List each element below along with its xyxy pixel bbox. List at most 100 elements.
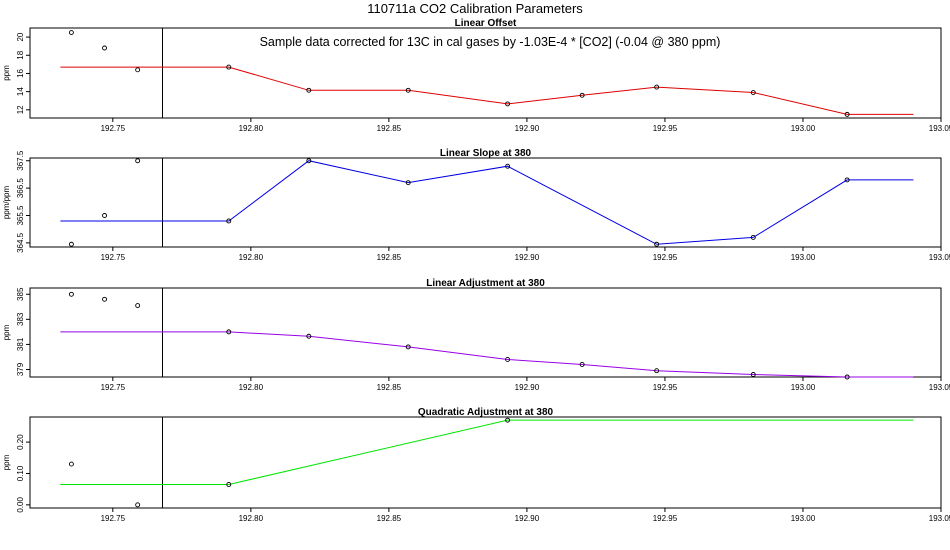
x-tick-label: 192.85: [377, 383, 402, 392]
cal-point: [135, 67, 141, 73]
data-point: [579, 92, 585, 98]
x-tick-label: 193.00: [791, 383, 816, 392]
y-tick-label: 20: [16, 32, 25, 41]
panel-title: Quadratic Adjustment at 380: [418, 407, 554, 418]
panel-4: Quadratic Adjustment at 380 192.75 192.80 1…: [2, 407, 950, 523]
x-tick-label: 192.90: [515, 253, 540, 262]
data-point: [844, 374, 850, 380]
x-tick-label: 193.05: [929, 383, 950, 392]
x-tick-label: 193.05: [929, 253, 950, 262]
cal-point: [102, 213, 107, 218]
y-tick-label: 365.5: [16, 205, 25, 226]
cal-point: [68, 241, 74, 247]
data-point: [405, 344, 411, 350]
figure-title: 110711a CO2 Calibration Parameters: [367, 1, 583, 16]
data-point: [750, 372, 756, 377]
panel-1: Linear Offset 192.75 192.80 192.85 192.90 192…: [2, 18, 950, 133]
x-tick-label: 192.90: [515, 383, 540, 392]
data-point: [306, 158, 312, 164]
x-tick-label: 192.75: [101, 124, 126, 133]
data-point: [654, 241, 660, 247]
data-point: [579, 362, 585, 367]
cal-point: [102, 296, 107, 302]
series-line: [60, 331, 914, 378]
panel-annotation: Sample data corrected for 13C in cal gas…: [260, 35, 721, 49]
data-point: [505, 417, 511, 423]
x-tick-label: 192.95: [653, 124, 678, 133]
y-axis-label: ppm/ppm: [2, 185, 11, 219]
y-tick-label: 12: [16, 105, 25, 114]
cal-point: [102, 45, 107, 51]
y-tick-label: 16: [16, 68, 25, 77]
data-point: [844, 177, 850, 183]
data-point: [226, 218, 232, 224]
x-tick-label: 193.00: [791, 514, 816, 523]
plot-frame: [29, 287, 942, 378]
x-tick-label: 192.85: [377, 253, 402, 262]
y-axis-label: ppm: [2, 65, 11, 81]
data-point: [226, 329, 232, 335]
data-point: [306, 87, 312, 93]
x-tick-label: 192.95: [653, 253, 678, 262]
x-tick-label: 193.00: [791, 124, 816, 133]
data-point: [306, 333, 312, 339]
data-point: [505, 357, 511, 362]
data-point: [405, 180, 411, 186]
x-tick-label: 192.75: [101, 514, 126, 523]
cal-point: [135, 303, 141, 308]
y-tick-label: 14: [16, 87, 25, 96]
plot-frame: [29, 157, 942, 248]
y-axis-label: ppm: [2, 454, 11, 470]
x-tick-label: 192.90: [515, 514, 540, 523]
x-tick-label: 193.05: [929, 124, 950, 133]
data-point: [505, 101, 511, 107]
x-tick-label: 192.75: [101, 383, 126, 392]
y-tick-label: 367.5: [16, 150, 25, 171]
panel-title: Linear Slope at 380: [440, 148, 532, 159]
panel-title: Linear Offset: [455, 18, 517, 29]
y-tick-label: 18: [16, 50, 25, 59]
y-tick-label: 366.5: [16, 178, 25, 199]
y-tick-label: 0.20: [16, 434, 25, 450]
y-tick-label: 0.10: [16, 465, 25, 481]
x-tick-label: 192.85: [377, 514, 402, 523]
data-point: [654, 84, 660, 90]
y-tick-label: 379: [16, 362, 25, 376]
data-point: [750, 90, 756, 95]
y-axis-label: ppm: [2, 324, 11, 340]
x-tick-label: 193.00: [791, 253, 816, 262]
data-point: [505, 163, 511, 169]
cal-point: [135, 158, 141, 164]
series-line: [60, 160, 914, 245]
y-tick-label: 383: [16, 312, 25, 326]
chart-panels: Linear Offset 192.75 192.80 192.85 192.90 192…: [2, 18, 950, 523]
plot-frame: [29, 416, 942, 509]
x-tick-label: 192.80: [239, 514, 264, 523]
y-tick-label: 0.00: [16, 497, 25, 513]
series-line: [60, 419, 914, 485]
series-line: [60, 66, 914, 115]
panel-3: Linear Adjustment at 380 192.75 192.80 192.…: [2, 278, 950, 392]
x-tick-label: 192.95: [653, 514, 678, 523]
x-tick-label: 192.90: [515, 124, 540, 133]
data-point: [405, 87, 411, 93]
y-tick-label: 385: [16, 287, 25, 301]
x-tick-label: 192.75: [101, 253, 126, 262]
cal-point: [68, 291, 74, 297]
data-point: [844, 111, 850, 117]
panel-title: Linear Adjustment at 380: [426, 278, 545, 289]
data-point: [226, 64, 232, 70]
y-tick-label: 381: [16, 337, 25, 351]
x-tick-label: 192.80: [239, 124, 264, 133]
data-point: [654, 368, 660, 374]
x-tick-label: 193.05: [929, 514, 950, 523]
data-point: [750, 234, 756, 240]
data-point: [226, 482, 232, 487]
x-tick-label: 192.80: [239, 253, 264, 262]
y-tick-label: 364.5: [16, 232, 25, 253]
cal-point: [135, 502, 141, 508]
panel-2: Linear Slope at 380 192.75 192.80 192.85 192…: [2, 148, 950, 262]
x-tick-label: 192.85: [377, 124, 402, 133]
x-tick-label: 192.95: [653, 383, 678, 392]
